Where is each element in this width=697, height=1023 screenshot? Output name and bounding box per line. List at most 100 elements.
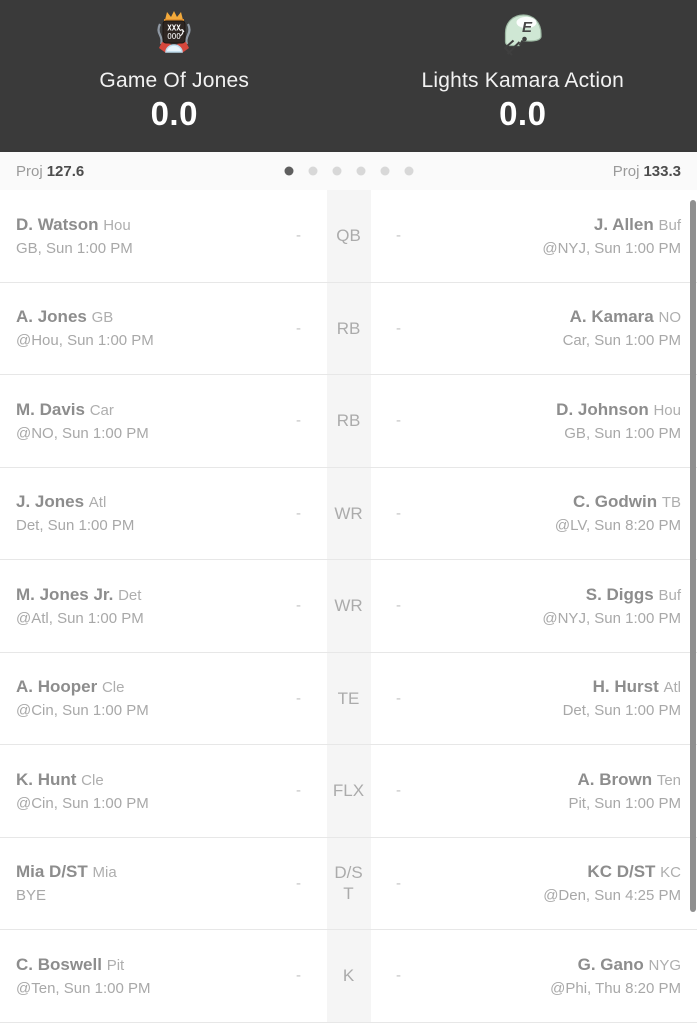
position-label: FLX [326, 745, 371, 837]
player-name: A. Hooper [16, 677, 98, 697]
player-game: BYE [16, 887, 47, 905]
svg-text:OOO: OOO [167, 32, 181, 41]
pager-dot[interactable] [404, 166, 413, 176]
pager-dot[interactable] [356, 166, 365, 176]
player-game: Car, Sun 1:00 PM [562, 332, 681, 350]
player-name: H. Hurst [592, 677, 659, 697]
score-right: - [396, 782, 401, 800]
player-right[interactable]: H. Hurst Atl Det, Sun 1:00 PM [427, 653, 697, 745]
player-left[interactable]: A. Hooper Cle @Cin, Sun 1:00 PM [0, 653, 271, 745]
position-label: WR [326, 467, 371, 559]
player-left[interactable]: A. Jones GB @Hou, Sun 1:00 PM [0, 283, 271, 375]
player-right[interactable]: S. Diggs Buf @NYJ, Sun 1:00 PM [427, 560, 697, 652]
player-right[interactable]: J. Allen Buf @NYJ, Sun 1:00 PM [427, 190, 697, 282]
player-team: TB [661, 494, 681, 512]
player-team: Atl [88, 494, 107, 512]
score-left: - [296, 689, 301, 707]
pager-dot[interactable] [380, 166, 389, 176]
player-game: @Atl, Sun 1:00 PM [16, 609, 144, 627]
score-left: - [296, 874, 301, 892]
table-row-k: C. Boswell Pit @Ten, Sun 1:00 PM - K - G… [0, 930, 697, 1023]
player-team: Atl [663, 679, 681, 697]
player-name: K. Hunt [16, 769, 77, 789]
player-right[interactable]: D. Johnson Hou GB, Sun 1:00 PM [427, 375, 697, 467]
player-game: Det, Sun 1:00 PM [16, 517, 135, 535]
matchup-header: XXX OOO Game Of Jones 0.0 E [0, 0, 697, 152]
player-team: Hou [653, 401, 681, 419]
proj-left: Proj 127.6 [16, 162, 85, 180]
player-name: A. Brown [577, 769, 653, 789]
player-right[interactable]: G. Gano NYG @Phi, Thu 8:20 PM [427, 930, 697, 1022]
proj-left-value: 127.6 [46, 162, 85, 180]
score-right: - [396, 504, 401, 522]
player-game: @Hou, Sun 1:00 PM [16, 332, 154, 350]
pager-dot[interactable] [284, 166, 293, 176]
table-row-wr2: M. Jones Jr. Det @Atl, Sun 1:00 PM - WR … [0, 560, 697, 653]
svg-text:XXX: XXX [167, 24, 181, 33]
player-team: Pit [106, 956, 125, 974]
player-name: G. Gano [577, 954, 644, 974]
roster-table: D. Watson Hou GB, Sun 1:00 PM - QB - J. … [0, 190, 697, 1023]
player-right[interactable]: KC D/ST KC @Den, Sun 4:25 PM [427, 838, 697, 930]
pager-dots[interactable] [284, 166, 413, 176]
player-team: Hou [103, 216, 131, 234]
table-row-wr1: J. Jones Atl Det, Sun 1:00 PM - WR - C. … [0, 467, 697, 560]
player-right[interactable]: C. Godwin TB @LV, Sun 8:20 PM [427, 468, 697, 560]
team-right-header[interactable]: E Lights Kamara Action 0.0 [349, 0, 697, 152]
table-row-dst: Mia D/ST Mia BYE - D/ST - KC D/ST KC @De… [0, 837, 697, 930]
vertical-scrollbar[interactable] [690, 200, 696, 912]
player-name: C. Boswell [16, 954, 102, 974]
player-name: KC D/ST [587, 862, 656, 882]
player-name: M. Davis [16, 399, 85, 419]
player-left[interactable]: M. Davis Car @NO, Sun 1:00 PM [0, 375, 271, 467]
player-left[interactable]: J. Jones Atl Det, Sun 1:00 PM [0, 468, 271, 560]
svg-text:E: E [522, 19, 533, 36]
table-row-rb1: A. Jones GB @Hou, Sun 1:00 PM - RB - A. … [0, 282, 697, 375]
player-name: D. Watson [16, 214, 99, 234]
player-left[interactable]: Mia D/ST Mia BYE [0, 838, 271, 930]
player-team: Buf [658, 586, 681, 604]
proj-right: Proj 133.3 [612, 162, 681, 180]
player-team: NO [658, 309, 682, 327]
position-label: QB [326, 190, 371, 282]
score-left: - [296, 412, 301, 430]
score-right: - [396, 227, 401, 245]
player-right[interactable]: A. Kamara NO Car, Sun 1:00 PM [427, 283, 697, 375]
player-team: Cle [101, 679, 125, 697]
player-game: Pit, Sun 1:00 PM [568, 794, 681, 812]
player-game: Det, Sun 1:00 PM [562, 702, 681, 720]
player-game: @NYJ, Sun 1:00 PM [542, 239, 681, 257]
team-right-name: Lights Kamara Action [421, 69, 624, 92]
score-right: - [396, 597, 401, 615]
player-team: Ten [656, 771, 681, 789]
player-game: @NO, Sun 1:00 PM [16, 424, 149, 442]
team-left-name: Game Of Jones [99, 69, 250, 92]
player-left[interactable]: M. Jones Jr. Det @Atl, Sun 1:00 PM [0, 560, 271, 652]
player-team: Buf [658, 216, 681, 234]
playbook-crest-logo-icon[interactable]: XXX OOO [150, 9, 198, 57]
player-game: GB, Sun 1:00 PM [16, 239, 133, 257]
player-name: J. Jones [16, 492, 85, 512]
team-left-header[interactable]: XXX OOO Game Of Jones 0.0 [0, 0, 349, 152]
player-right[interactable]: A. Brown Ten Pit, Sun 1:00 PM [427, 745, 697, 837]
projection-bar: Proj 127.6 Proj 133.3 [0, 152, 697, 190]
player-team: NYG [648, 956, 681, 974]
player-team: Det [118, 586, 142, 604]
player-name: C. Godwin [573, 492, 658, 512]
score-right: - [396, 967, 401, 985]
player-team: Mia [92, 864, 117, 882]
score-right: - [396, 874, 401, 892]
player-left[interactable]: K. Hunt Cle @Cin, Sun 1:00 PM [0, 745, 271, 837]
player-game: @Phi, Thu 8:20 PM [550, 979, 681, 997]
player-left[interactable]: C. Boswell Pit @Ten, Sun 1:00 PM [0, 930, 271, 1022]
score-left: - [296, 227, 301, 245]
player-name: Mia D/ST [16, 862, 88, 882]
player-game: @Cin, Sun 1:00 PM [16, 702, 149, 720]
table-row-qb: D. Watson Hou GB, Sun 1:00 PM - QB - J. … [0, 190, 697, 283]
green-helmet-logo-icon[interactable]: E [499, 9, 547, 57]
player-name: S. Diggs [585, 584, 654, 604]
player-left[interactable]: D. Watson Hou GB, Sun 1:00 PM [0, 190, 271, 282]
proj-right-value: 133.3 [643, 162, 681, 180]
pager-dot[interactable] [308, 166, 317, 176]
pager-dot[interactable] [332, 166, 341, 176]
